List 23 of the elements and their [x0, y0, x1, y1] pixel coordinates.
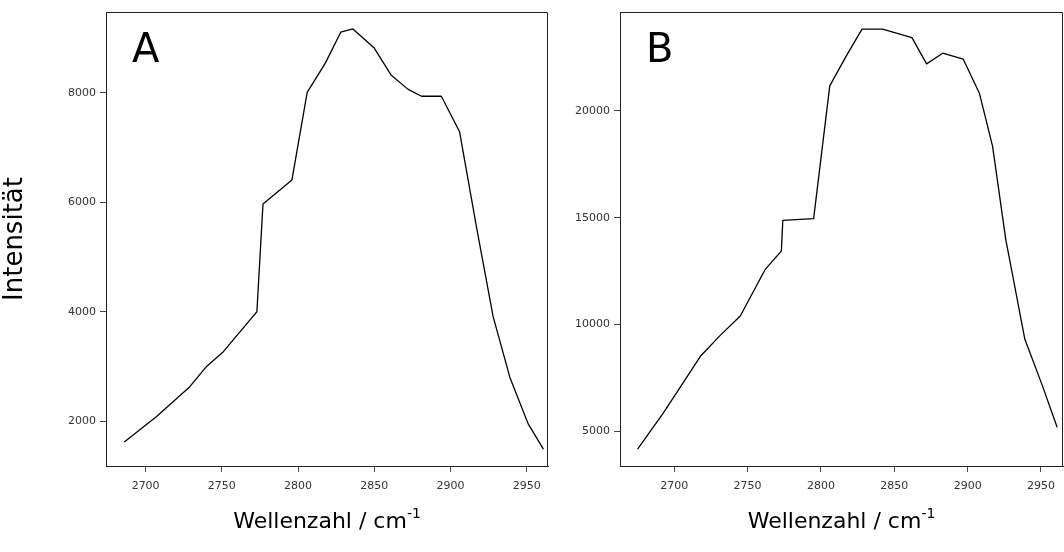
x-tick-label: 2800 [284, 479, 313, 493]
x-tick-label: 2900 [953, 479, 982, 493]
y-tick-label: 5000 [582, 424, 610, 438]
chart-title: B [646, 25, 674, 72]
chart-title: A [132, 25, 160, 72]
y-tick-label: 20000 [575, 103, 610, 117]
x-tick-label: 2700 [660, 479, 689, 493]
x-tick-label: 2850 [880, 479, 909, 493]
x-tick-label: 2750 [207, 479, 236, 493]
x-tick-label: 2950 [512, 479, 541, 493]
y-tick-label: 15000 [575, 210, 610, 224]
y-tick-label: 8000 [68, 85, 96, 99]
x-tick-label: 2850 [360, 479, 389, 493]
x-tick-label: 2750 [733, 479, 762, 493]
y-axis-title: Intensität [0, 177, 29, 301]
y-tick-label: 2000 [68, 414, 96, 428]
x-tick-label: 2950 [1027, 479, 1055, 493]
x-tick-label: 2900 [436, 479, 465, 493]
x-tick-label: 2800 [806, 479, 835, 493]
y-tick-label: 10000 [575, 317, 610, 331]
y-tick-label: 4000 [68, 304, 96, 318]
x-tick-label: 2700 [131, 479, 160, 493]
y-tick-label: 6000 [68, 195, 96, 209]
